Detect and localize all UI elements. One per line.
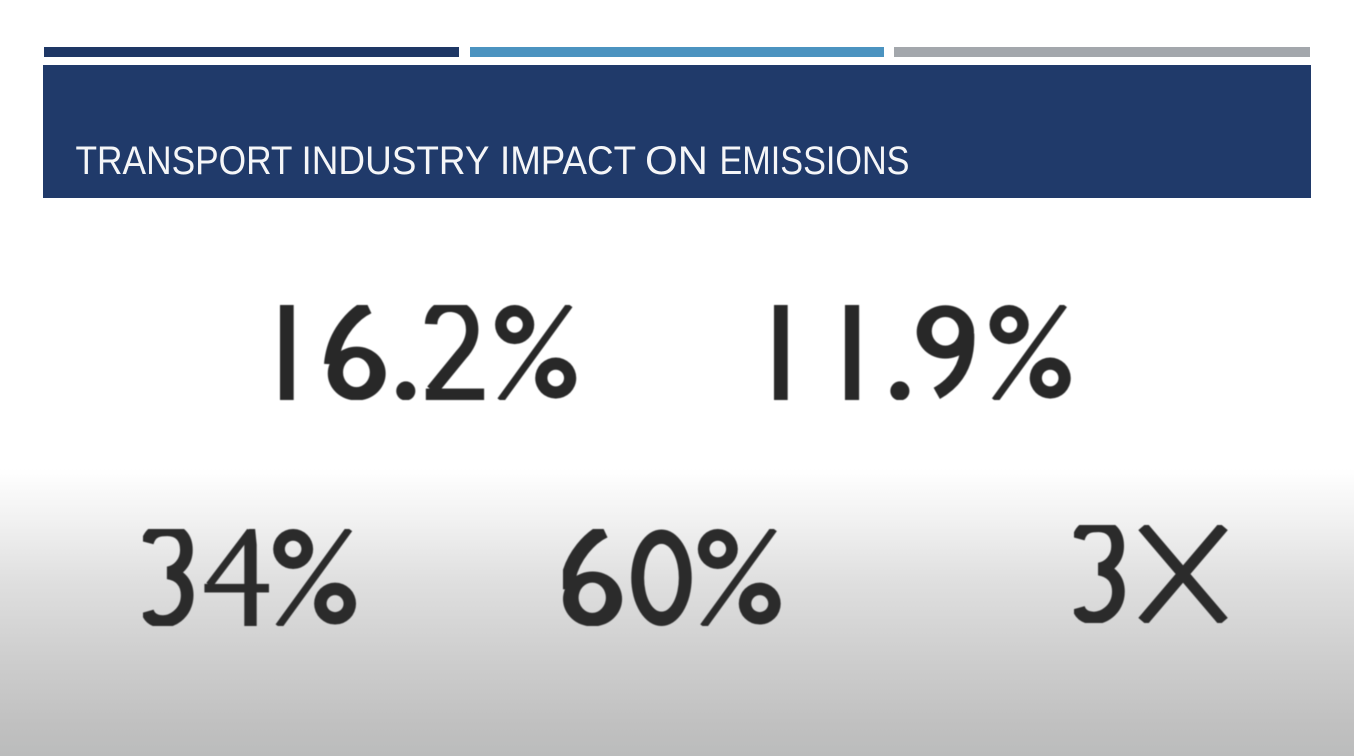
- svg-text:TRANSPORTINDUSTRYIMPACTONEMISS: TRANSPORT INDUSTRY IMPACT ON EMISSIONS: [76, 139, 910, 183]
